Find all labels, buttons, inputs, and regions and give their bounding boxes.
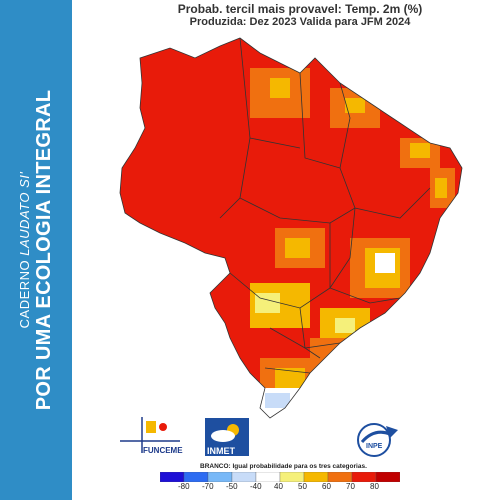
brazil-map <box>119 37 463 419</box>
colorbar-cell <box>303 472 329 482</box>
colorbar-tick: -70 <box>202 482 214 491</box>
colorbar-tick: -40 <box>250 482 262 491</box>
cloud-sun-icon <box>211 424 239 442</box>
colorbar <box>160 472 400 482</box>
colorbar-cell <box>183 472 209 482</box>
svg-text:INPE: INPE <box>366 443 383 450</box>
inmet-logo <box>205 418 249 456</box>
funceme-label: FUNCEME <box>143 446 183 455</box>
colorbar-cell <box>375 472 400 482</box>
funceme-logo <box>120 417 180 453</box>
colorbar-cell <box>160 472 185 482</box>
legend-note: BRANCO: Igual probabilidade para os tres… <box>200 463 367 470</box>
sidebar-banner: CADERNO LAUDATO SI' POR UMA ECOLOGIA INT… <box>0 0 72 500</box>
colorbar-tick: 80 <box>370 482 379 491</box>
map-title: Probab. tercil mais provavel: Temp. 2m (… <box>177 2 423 16</box>
colorbar-tick: 60 <box>322 482 331 491</box>
colorbar-tick: 40 <box>274 482 283 491</box>
sidebar-text: CADERNO LAUDATO SI' POR UMA ECOLOGIA INT… <box>17 90 55 410</box>
colorbar-cell <box>279 472 305 482</box>
sidebar-subtitle: CADERNO LAUDATO SI' <box>17 171 32 329</box>
map-subtitle: Produzida: Dez 2023 Valida para JFM 2024 <box>189 16 411 28</box>
colorbar-tick: -50 <box>226 482 238 491</box>
colorbar-cell <box>207 472 233 482</box>
colorbar-tick: 70 <box>346 482 355 491</box>
colorbar-tick: -80 <box>178 482 190 491</box>
colorbar-cell <box>327 472 353 482</box>
colorbar-tick: 50 <box>298 482 307 491</box>
colorbar-cell <box>231 472 257 482</box>
inpe-logo: INPE <box>357 423 398 457</box>
colorbar-cell <box>351 472 377 482</box>
sidebar-main-title: POR UMA ECOLOGIA INTEGRAL <box>33 89 55 411</box>
inmet-label: INMET <box>207 446 235 456</box>
colorbar-cell <box>255 472 281 482</box>
